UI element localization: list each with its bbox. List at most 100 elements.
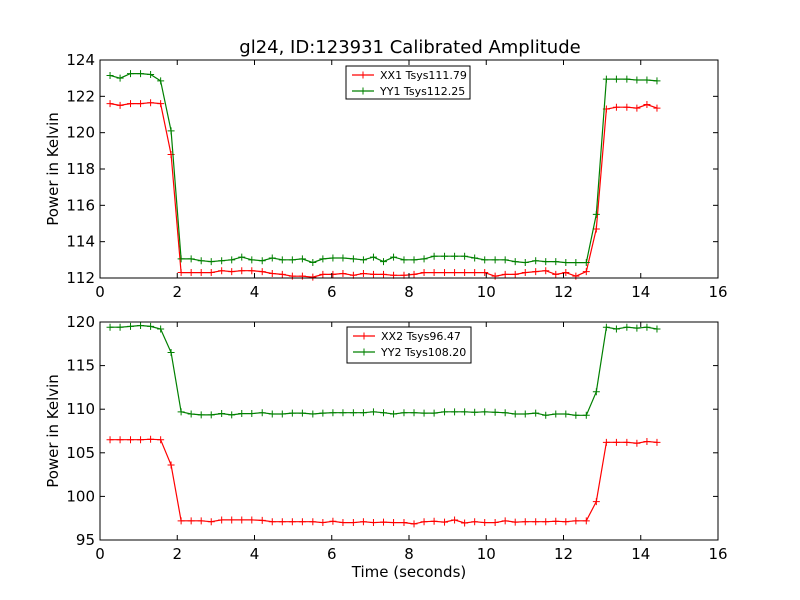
x-tick-label: 2 [172, 545, 182, 563]
data-point [521, 518, 529, 526]
data-point [633, 76, 641, 84]
data-point [197, 517, 205, 525]
y-tick-label: 105 [66, 444, 95, 462]
data-point [542, 518, 550, 526]
y-tick-label: 110 [66, 400, 95, 418]
data-point [430, 252, 438, 260]
data-point [451, 269, 459, 277]
data-point [633, 104, 641, 112]
data-point [612, 75, 620, 83]
data-point [116, 101, 124, 109]
data-point [228, 516, 236, 524]
data-point [369, 270, 377, 278]
series-1 [106, 99, 661, 281]
data-point [501, 409, 509, 417]
data-point [288, 256, 296, 264]
panel-2: 0 2 4 6 8 10 12 14 16 95 100 105 110 115 120 Power in K… [44, 313, 728, 581]
x-tick-label: 0 [95, 283, 105, 301]
data-point [390, 253, 398, 261]
data-point [187, 410, 195, 418]
data-point [562, 410, 570, 418]
legend-marker [359, 87, 367, 95]
data-point [562, 518, 570, 526]
data-point [369, 408, 377, 416]
data-point [167, 349, 175, 357]
y-tick-label: 124 [66, 51, 95, 69]
data-point [288, 409, 296, 417]
legend-marker [360, 332, 368, 340]
data-point [319, 255, 327, 263]
data-point [369, 253, 377, 261]
data-point [491, 272, 499, 280]
data-point [501, 270, 509, 278]
data-point [147, 99, 155, 107]
data-point [532, 257, 540, 265]
data-point [248, 410, 256, 418]
data-point [268, 269, 276, 277]
data-point [623, 103, 631, 111]
data-point [582, 517, 590, 525]
data-point [359, 518, 367, 526]
data-point [268, 254, 276, 262]
data-point [602, 323, 610, 331]
y-axis-label: Power in Kelvin [44, 374, 62, 488]
data-point [339, 409, 347, 417]
data-point [298, 409, 306, 417]
data-point [329, 270, 337, 278]
data-point [278, 518, 286, 526]
series-1 [106, 435, 661, 528]
data-point [400, 409, 408, 417]
data-point [207, 518, 215, 526]
data-point [329, 254, 337, 262]
data-point [187, 255, 195, 263]
data-point [147, 71, 155, 79]
data-point [582, 268, 590, 276]
legend: XX1 Tsys111.79 YY1 Tsys112.25 [345, 65, 471, 100]
legend-entry: YY1 Tsys112.25 [379, 85, 465, 98]
data-point [400, 256, 408, 264]
data-point [653, 438, 661, 446]
data-point [420, 269, 428, 277]
x-axis-label: Time (seconds) [351, 563, 467, 581]
x-tick-label: 16 [708, 283, 727, 301]
legend-marker [359, 71, 367, 79]
data-point [542, 258, 550, 266]
data-point [349, 409, 357, 417]
data-point [420, 409, 428, 417]
y-tick-label: 118 [66, 160, 95, 178]
x-tick-label: 4 [250, 545, 260, 563]
data-point [451, 408, 459, 416]
data-point [542, 411, 550, 419]
series-2 [106, 70, 661, 267]
data-point [481, 256, 489, 264]
y-tick-label: 115 [66, 357, 95, 375]
legend-marker [360, 348, 368, 356]
series-line [109, 102, 658, 278]
x-tick-label: 2 [172, 283, 182, 301]
series-line [110, 438, 658, 525]
data-point [147, 435, 155, 443]
data-point [248, 256, 256, 264]
data-point [116, 74, 124, 82]
data-point [177, 408, 185, 416]
data-point [441, 408, 449, 416]
data-point [197, 269, 205, 277]
data-point [238, 410, 246, 418]
data-point [157, 77, 165, 85]
data-point [623, 323, 631, 331]
data-point [653, 325, 661, 333]
data-point [420, 255, 428, 263]
data-point [258, 516, 266, 524]
x-tick-label: 10 [477, 283, 496, 301]
data-point [461, 519, 469, 527]
data-point [177, 269, 185, 277]
legend: XX2 Tsys96.47 YY2 Tsys108.20 [346, 326, 472, 364]
data-point [319, 270, 327, 278]
x-tick-label: 12 [554, 545, 573, 563]
data-point [420, 518, 428, 526]
data-point [288, 272, 296, 280]
data-point [268, 518, 276, 526]
data-point [298, 272, 306, 280]
data-point [258, 257, 266, 265]
data-point [268, 410, 276, 418]
